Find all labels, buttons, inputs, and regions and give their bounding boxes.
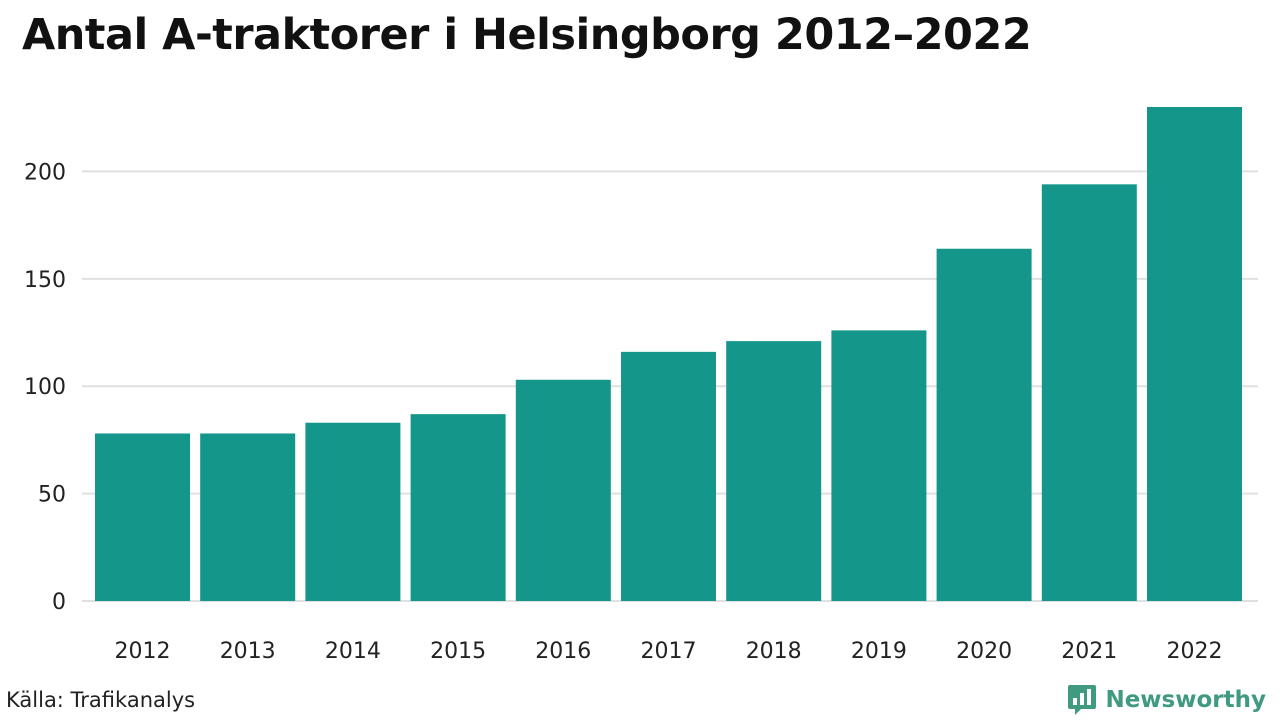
y-tick-label: 50	[38, 483, 66, 508]
x-tick-label: 2015	[430, 639, 486, 664]
y-tick-label: 200	[24, 160, 66, 185]
x-tick-label: 2013	[220, 639, 276, 664]
bar-2017	[621, 351, 716, 601]
bar-2013	[200, 433, 296, 601]
x-tick-label: 2019	[851, 639, 907, 664]
x-tick-label: 2016	[535, 639, 591, 664]
x-tick-label: 2018	[746, 639, 802, 664]
x-tick-label: 2017	[641, 639, 697, 664]
bar-2021	[1041, 184, 1137, 602]
y-tick-label: 0	[52, 590, 66, 615]
x-tick-label: 2012	[115, 639, 171, 664]
bar-2019	[831, 330, 927, 601]
source-label: Källa: Trafikanalys	[6, 688, 196, 712]
bar-2022	[1147, 107, 1242, 601]
y-tick-label: 100	[24, 375, 66, 400]
y-tick-label: 150	[24, 268, 66, 293]
bar-2016	[515, 379, 611, 601]
bars	[95, 107, 1242, 602]
brand-name: Newsworthy	[1105, 687, 1266, 713]
brand-logo: Newsworthy	[1067, 683, 1266, 717]
bar-2018	[726, 341, 822, 601]
x-tick-label: 2014	[325, 639, 381, 664]
x-tick-label: 2020	[956, 639, 1012, 664]
bar-2014	[305, 422, 401, 601]
bar-2020	[936, 248, 1032, 601]
newsworthy-logo-icon	[1068, 685, 1097, 715]
x-tick-labels: 2012 2013 2014 2015 2016 2017 2018 2019 2020 2021…	[115, 639, 1223, 664]
bar-2012	[95, 433, 190, 601]
y-tick-labels: 0 50 100 150 200	[24, 160, 66, 615]
x-tick-label: 2021	[1061, 639, 1117, 664]
chart-title: Antal A-traktorer i Helsingborg 2012–202…	[22, 10, 1032, 60]
x-tick-label: 2022	[1167, 639, 1223, 664]
bar-2015	[410, 414, 506, 601]
